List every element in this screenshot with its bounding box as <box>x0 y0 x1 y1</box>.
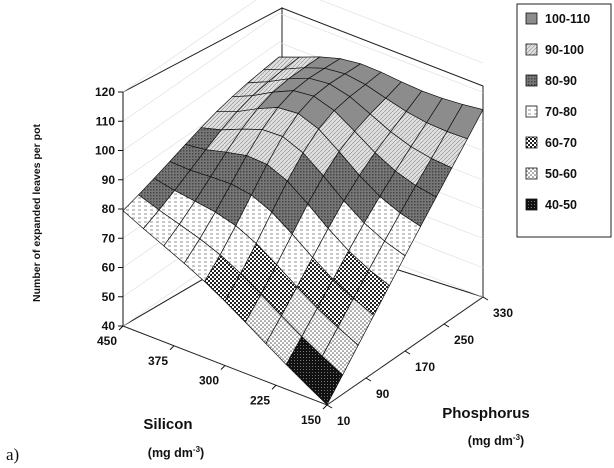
silicon-tick-label: 300 <box>199 374 219 388</box>
wall-gridline <box>122 0 484 93</box>
legend-swatch <box>525 74 538 87</box>
surface-cell <box>306 355 344 406</box>
response-surface <box>122 56 484 406</box>
silicon-tick <box>271 384 277 390</box>
legend-label: 50-60 <box>545 167 577 181</box>
silicon-tick-label: 450 <box>97 334 117 348</box>
z-tick-label: 50 <box>102 290 116 304</box>
z-tick-label: 60 <box>102 261 116 275</box>
phosphorus-tick-label: 330 <box>493 306 513 320</box>
legend-label: 80-90 <box>545 74 577 88</box>
phosphorus-axis-unit: (mg dm-3) <box>468 433 524 448</box>
legend-label: 70-80 <box>545 105 577 119</box>
legend-swatch <box>525 167 538 180</box>
z-tick-label: 100 <box>95 144 115 158</box>
silicon-axis-unit: (mg dm-3) <box>148 445 204 460</box>
legend-swatch <box>525 43 538 56</box>
legend-label: 100-110 <box>545 12 590 26</box>
z-axis-title: Number of expanded leaves per pot <box>31 124 43 302</box>
z-axis: 40 50 60 70 80 90 100 110 120 <box>95 85 124 333</box>
silicon-tick <box>118 325 124 331</box>
phosphorus-axis: 10 90 170 250 330 <box>326 296 513 428</box>
z-tick-label: 90 <box>102 173 116 187</box>
phosphorus-tick <box>482 296 489 301</box>
legend-label: 40-50 <box>545 198 577 212</box>
phosphorus-tick-label: 250 <box>454 333 474 347</box>
legend-label: 60-70 <box>545 136 577 150</box>
phosphorus-tick-label: 170 <box>415 360 435 374</box>
silicon-tick <box>169 345 175 351</box>
legend-swatch <box>525 136 538 149</box>
phosphorus-tick-label: 10 <box>337 414 351 428</box>
phosphorus-tick <box>326 404 333 409</box>
silicon-tick-label: 150 <box>301 413 321 427</box>
z-tick-label: 40 <box>102 319 116 333</box>
wall-gridline <box>122 12 484 122</box>
z-tick-label: 80 <box>102 202 116 216</box>
legend-label: 90-100 <box>545 43 584 57</box>
legend-box <box>516 3 612 238</box>
silicon-tick <box>220 365 226 370</box>
z-tick-label: 70 <box>102 231 116 245</box>
z-tick-label: 120 <box>95 85 115 99</box>
silicon-tick <box>322 404 328 410</box>
legend-swatch <box>525 198 538 211</box>
silicon-axis: 450 375 300 225 150 <box>97 325 328 427</box>
phosphorus-tick <box>443 323 450 328</box>
legend: 100-110 90-100 80-90 70-80 60-70 50-60 40-50 <box>525 12 590 212</box>
phosphorus-tick-label: 90 <box>376 387 390 401</box>
phosphorus-axis-title: Phosphorus <box>442 405 530 422</box>
silicon-tick-label: 375 <box>148 354 168 368</box>
phosphorus-tick <box>404 350 411 355</box>
panel-label: a) <box>6 445 19 464</box>
legend-swatch <box>525 12 538 25</box>
silicon-tick-label: 225 <box>250 393 270 407</box>
silicon-axis-title: Silicon <box>143 416 192 433</box>
z-tick-label: 110 <box>96 114 116 128</box>
legend-swatch <box>525 105 538 118</box>
phosphorus-tick <box>365 377 372 382</box>
